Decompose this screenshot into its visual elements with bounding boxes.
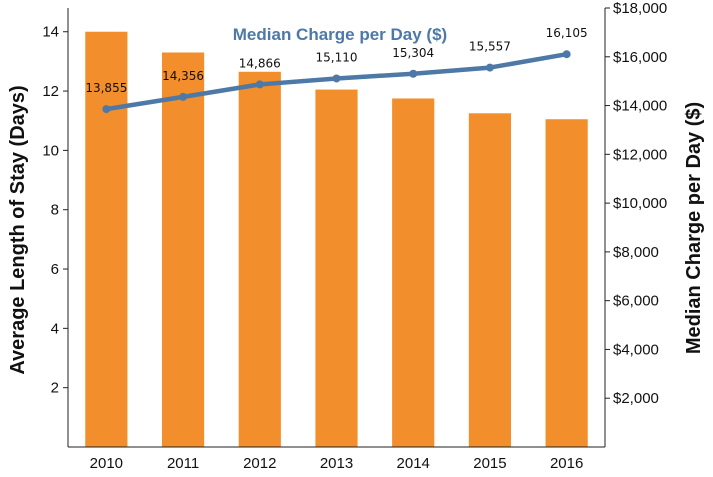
left-tick-label: 8	[51, 202, 59, 219]
charge-point-2015	[485, 63, 494, 72]
bar-2014	[392, 98, 435, 447]
x-tick-label: 2016	[550, 455, 583, 472]
bar-2010	[85, 31, 128, 447]
bar-2011	[161, 52, 205, 447]
right-tick-label: $4,000	[613, 341, 659, 358]
charge-point-2016	[562, 50, 571, 59]
left-tick-labels: 2 4 6 8 10 12 14	[42, 24, 68, 397]
right-tick-label: $2,000	[613, 390, 659, 407]
left-tick-label: 10	[42, 142, 59, 159]
right-tick-label: $16,000	[613, 49, 667, 66]
right-tick-label: $18,000	[613, 0, 667, 17]
x-tick-label: 2010	[90, 455, 123, 472]
x-tick-label: 2013	[320, 455, 353, 472]
line-series-title: Median Charge per Day ($)	[233, 25, 447, 44]
bar-2012	[238, 71, 281, 447]
charge-label-2011: 14,356	[162, 69, 204, 83]
right-tick-label: $10,000	[613, 195, 667, 212]
left-tick-label: 2	[51, 380, 59, 397]
left-tick-label: 4	[51, 320, 59, 337]
charge-label-2012: 14,866	[239, 56, 281, 70]
charge-point-2010	[102, 105, 111, 114]
right-tick-label: $8,000	[613, 244, 659, 261]
left-tick-label: 14	[42, 24, 59, 41]
line-layer	[102, 50, 571, 114]
right-tick-labels: $2,000 $4,000 $6,000 $8,000 $10,000 $12,000 $1…	[605, 0, 667, 407]
charge-point-2014	[409, 69, 418, 78]
right-tick-label: $12,000	[613, 146, 667, 163]
bar-2016	[545, 119, 588, 448]
right-axis-title: Median Charge per Day ($)	[683, 102, 705, 354]
left-tick-label: 12	[42, 83, 59, 100]
charge-label-2013: 15,110	[316, 50, 358, 64]
bar-2015	[468, 113, 512, 448]
charge-label-2016: 16,105	[546, 26, 588, 40]
charge-label-2014: 15,304	[392, 46, 434, 60]
charge-point-2013	[332, 74, 341, 83]
right-tick-label: $6,000	[613, 293, 659, 310]
left-tick-label: 6	[51, 261, 59, 278]
left-axis-title: Average Length of Stay (Days)	[7, 85, 29, 374]
data-labels-layer: 13,855 14,356 14,866 15,110 15,304 15,557 16,1…	[85, 26, 587, 95]
x-tick-label: 2012	[243, 455, 276, 472]
x-tick-labels: 2010 2011 2012 2013 2014 2015 2016	[90, 455, 584, 472]
x-tick-label: 2011	[167, 455, 199, 472]
charge-point-2011	[179, 92, 188, 101]
bars-layer	[85, 31, 588, 448]
charge-point-2012	[255, 80, 264, 89]
x-tick-label: 2015	[473, 455, 506, 472]
x-tick-label: 2014	[397, 455, 430, 472]
charge-label-2015: 15,557	[469, 40, 511, 54]
charge-label-2010: 13,855	[85, 81, 127, 95]
axes-layer	[67, 8, 606, 448]
right-tick-label: $14,000	[613, 98, 667, 115]
bar-2013	[315, 89, 358, 447]
